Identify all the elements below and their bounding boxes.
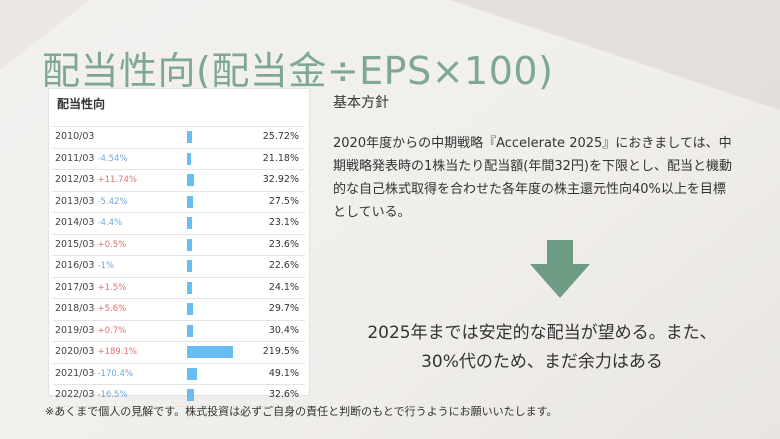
table-heading: 配当性向: [57, 97, 106, 111]
payout-bar: [187, 152, 192, 165]
year-cell: 2019/03 +0.7%: [55, 321, 126, 341]
table-row: 2019/03 +0.7% 30.4%: [53, 321, 305, 342]
payout-value: 49.1%: [268, 367, 299, 379]
payout-value: 30.4%: [268, 324, 299, 336]
change-label: -16.5%: [97, 390, 128, 400]
payout-bar: [187, 346, 233, 358]
table-row: 2016/03 -1% 22.6%: [53, 256, 305, 278]
payout-value: 24.1%: [268, 281, 299, 293]
change-label: +189.1%: [97, 347, 138, 357]
change-label: -4.54%: [97, 153, 128, 164]
year-label: 2020/03: [55, 346, 95, 357]
payout-bar: [187, 238, 192, 251]
payout-bar: [187, 367, 198, 380]
year-cell: 2011/03 -4.54%: [55, 149, 128, 169]
payout-bar: [187, 281, 193, 294]
year-cell: 2022/03 -16.5%: [55, 385, 128, 405]
change-label: +1.5%: [97, 282, 127, 293]
payout-value: 25.72%: [262, 131, 299, 142]
payout-bar: [187, 217, 192, 229]
change-label: +5.6%: [97, 304, 127, 314]
payout-value: 27.5%: [268, 195, 299, 207]
table-row: 2010/03 25.72%: [53, 126, 305, 149]
slide-title: 配当性向(配当金÷EPS×100): [42, 49, 554, 93]
year-label: 2017/03: [55, 281, 95, 293]
payout-value: 32.92%: [262, 174, 299, 185]
table-row: 2014/03 -4.4% 23.1%: [53, 213, 305, 235]
payout-ratio-table: 配当性向 2010/03 25.72% 2011/03 -4.54% 21.18% 201…: [48, 88, 310, 407]
policy-heading: 基本方針: [333, 95, 389, 111]
payout-bar: [187, 131, 193, 143]
table-row: 2012/03 +11.74% 32.92%: [53, 170, 305, 192]
year-cell: 2020/03 +189.1%: [55, 342, 137, 362]
year-label: 2014/03: [55, 217, 95, 228]
change-label: -170.4%: [97, 368, 133, 379]
year-cell: 2017/03 +1.5%: [55, 278, 126, 298]
year-label: 2019/03: [55, 324, 95, 336]
year-cell: 2015/03 +0.5%: [55, 235, 126, 255]
table-row: 2020/03 +189.1% 219.5%: [53, 342, 305, 364]
conclusion: 2025年までは安定的な配当が望める。また、 30%代のため、まだ余力はある: [328, 319, 756, 377]
change-label: +11.74%: [97, 175, 138, 185]
down-arrow-icon: [530, 240, 590, 298]
year-label: 2021/03: [55, 367, 95, 379]
table-row: 2022/03 -16.5% 32.6%: [53, 385, 305, 407]
year-label: 2011/03: [55, 152, 95, 164]
payout-bar: [187, 195, 193, 208]
table-row: 2015/03 +0.5% 23.6%: [53, 235, 305, 256]
year-cell: 2012/03 +11.74%: [55, 170, 137, 190]
table-rows: 2010/03 25.72% 2011/03 -4.54% 21.18% 2012/03 +…: [53, 126, 305, 407]
year-cell: 2010/03: [55, 127, 94, 147]
year-label: 2018/03: [55, 303, 95, 314]
table-row: 2013/03 -5.42% 27.5%: [53, 192, 305, 213]
conclusion-line: 2025年までは安定的な配当が望める。また、: [367, 323, 717, 343]
payout-value: 29.7%: [268, 303, 299, 314]
year-label: 2012/03: [55, 174, 95, 185]
payout-bar: [187, 303, 194, 315]
year-cell: 2016/03 -1%: [55, 256, 114, 276]
payout-value: 21.18%: [262, 152, 299, 164]
disclaimer: ※あくまで個人の見解です。株式投資は必ずご自身の責任と判断のもとで行うようにお願…: [45, 405, 558, 418]
payout-bar: [187, 324, 194, 337]
payout-value: 32.6%: [268, 389, 299, 400]
year-label: 2013/03: [55, 195, 95, 207]
change-label: -1%: [97, 261, 115, 271]
payout-bar: [187, 389, 194, 401]
table-row: 2021/03 -170.4% 49.1%: [53, 364, 305, 385]
payout-value: 219.5%: [262, 346, 299, 357]
year-cell: 2021/03 -170.4%: [55, 364, 133, 384]
year-label: 2015/03: [55, 238, 95, 250]
payout-bar: [187, 174, 194, 186]
payout-value: 22.6%: [268, 260, 299, 271]
change-label: +0.5%: [97, 239, 127, 250]
year-cell: 2013/03 -5.42%: [55, 192, 128, 212]
year-label: 2010/03: [55, 131, 95, 142]
payout-bar: [187, 260, 192, 272]
conclusion-line: 30%代のため、まだ余力はある: [421, 352, 663, 372]
table-row: 2017/03 +1.5% 24.1%: [53, 278, 305, 299]
year-cell: 2014/03 -4.4%: [55, 213, 122, 233]
payout-value: 23.6%: [268, 238, 299, 250]
table-row: 2011/03 -4.54% 21.18%: [53, 149, 305, 170]
change-label: -4.4%: [97, 218, 123, 228]
year-cell: 2018/03 +5.6%: [55, 299, 126, 319]
year-label: 2022/03: [55, 389, 95, 400]
policy-body: 2020年度からの中期戦略『Accelerate 2025』におきましては、中期…: [333, 136, 732, 220]
change-label: -5.42%: [97, 196, 128, 207]
change-label: +0.7%: [97, 325, 127, 336]
payout-value: 23.1%: [268, 217, 299, 228]
table-row: 2018/03 +5.6% 29.7%: [53, 299, 305, 321]
year-label: 2016/03: [55, 260, 95, 271]
